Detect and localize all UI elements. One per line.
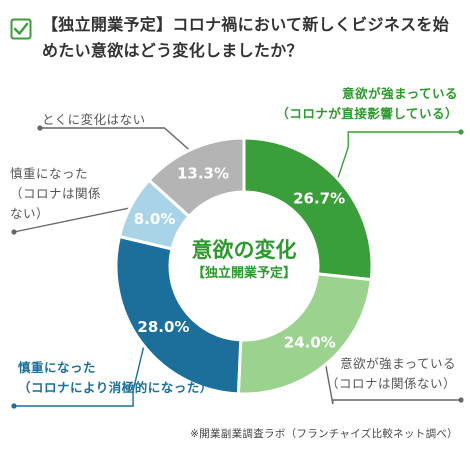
leader-line — [40, 127, 195, 156]
leader-lines — [11, 125, 464, 409]
donut-slice — [146, 136, 246, 219]
legend-line: 慎重になった — [18, 360, 97, 375]
footnote: ※開業副業調査ラボ（フランチャイズ比較ネット調べ） — [190, 428, 458, 440]
value-labels: 26.7% 24.0% 28.0% 8.0% 13.3% — [134, 165, 345, 352]
legend-line: とくに変化はない — [42, 112, 146, 127]
donut-slice — [114, 234, 243, 396]
value-label: 26.7% — [293, 189, 345, 207]
value-label: 24.0% — [284, 334, 336, 352]
donut-slices — [114, 136, 374, 396]
donut-slice — [242, 136, 374, 282]
legend-line: （コロナは関係 — [10, 186, 102, 201]
leader-dot — [458, 397, 464, 403]
legend-line: （コロナが直接影響している） — [276, 106, 458, 121]
value-label: 28.0% — [137, 318, 189, 336]
leader-line — [335, 131, 461, 184]
value-label: 13.3% — [177, 165, 229, 183]
page-title: 【独立開業予定】コロナ禍において新しくビジネスを始めたい意欲はどう変化しましたか… — [42, 15, 450, 60]
donut-slice — [236, 272, 373, 396]
checkbox-check-icon — [10, 18, 32, 40]
legend-line: 慎重になった — [10, 166, 89, 181]
legend-label-blue-negative: 慎重になった （コロナにより消極的になった） — [18, 358, 213, 398]
legend-line: 意欲が強まっている — [342, 86, 458, 101]
legend-label-green-unrelated: 意欲が強まっている （コロナは関係ない） — [326, 354, 456, 394]
legend-line: ない） — [10, 206, 50, 221]
leader-line — [14, 340, 146, 407]
leader-dot — [11, 403, 17, 409]
leader-line — [13, 206, 133, 233]
leader-dot — [11, 229, 17, 235]
value-label: 8.0% — [134, 210, 176, 228]
legend-label-no-change: とくに変化はない — [42, 110, 146, 130]
leader-dot — [458, 129, 464, 135]
center-title: 意欲の変化 — [191, 238, 297, 262]
leader-line — [324, 359, 461, 405]
chart-center-label: 意欲の変化 【独立開業予定】 — [168, 236, 320, 284]
header: 【独立開業予定】コロナ禍において新しくビジネスを始めたい意欲はどう変化しましたか… — [10, 12, 465, 68]
legend-label-blue-unrelated: 慎重になった （コロナは関係 ない） — [10, 164, 101, 224]
legend-line: （コロナは関係ない） — [325, 376, 456, 391]
legend-label-green-direct: 意欲が強まっている （コロナが直接影響している） — [276, 84, 458, 124]
center-subtitle: 【独立開業予定】 — [191, 266, 296, 281]
legend-line: 意欲が強まっている — [340, 356, 456, 371]
legend-line: （コロナにより消極的になった） — [18, 380, 213, 395]
leader-dot — [37, 125, 43, 131]
